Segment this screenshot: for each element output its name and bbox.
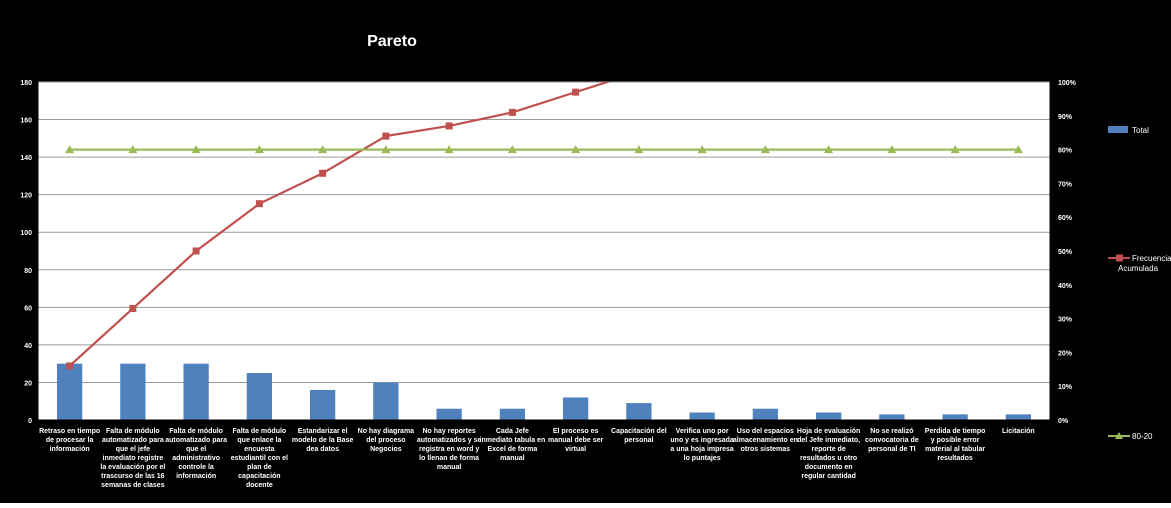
bar bbox=[499, 408, 526, 420]
line-point bbox=[65, 145, 75, 154]
x-tick-label: El proceso es manual debe ser virtual bbox=[548, 428, 604, 453]
x-tick-label: Hoja de evaluación del Jefe inmediato, r… bbox=[796, 428, 861, 480]
x-tick-label: Verifica uno por uno y es ingresada a un… bbox=[670, 428, 734, 462]
line-point bbox=[444, 145, 454, 154]
bar bbox=[879, 414, 905, 420]
y-left-tick-label: 100 bbox=[20, 230, 32, 237]
y-right-tick-label: 50% bbox=[1058, 249, 1073, 256]
line-point bbox=[697, 145, 707, 154]
line-point bbox=[381, 145, 391, 154]
bar bbox=[373, 382, 399, 420]
legend-marker bbox=[1115, 432, 1123, 439]
y-right-tick-label: 70% bbox=[1058, 181, 1073, 188]
y-left-tick-label: 180 bbox=[20, 80, 32, 87]
line-point bbox=[191, 145, 201, 154]
x-tick-label: No hay diagrama del proceso Negocios bbox=[357, 428, 415, 453]
x-tick-label: Perdida de tiempo y posible error materi… bbox=[924, 428, 986, 462]
legend-label-line: Frecuencia bbox=[1132, 254, 1171, 263]
y-right-tick-label: 90% bbox=[1058, 114, 1073, 121]
line-point bbox=[1013, 145, 1023, 154]
bar bbox=[120, 363, 146, 420]
line-point bbox=[824, 145, 834, 154]
line-point bbox=[192, 247, 200, 255]
y-left-tick-label: 80 bbox=[24, 268, 32, 275]
y-left-tick-label: 0 bbox=[28, 418, 32, 425]
chart-title: Pareto bbox=[367, 33, 417, 50]
legend-label: Frecuencia Acumulada bbox=[1118, 254, 1171, 273]
x-tick-label: Falta de módulo que enlace la encuesta e… bbox=[230, 428, 288, 489]
legend-marker bbox=[1116, 254, 1123, 262]
bar bbox=[1005, 414, 1032, 420]
x-tick-label: No hay reportes automatizados y se regis… bbox=[416, 428, 482, 471]
y-left-tick-label: 20 bbox=[24, 380, 32, 387]
x-tick-label: Falta de módulo automatizado para que el… bbox=[100, 428, 166, 489]
line-point bbox=[950, 145, 960, 154]
bar bbox=[689, 412, 715, 420]
y-left-tick-label: 160 bbox=[20, 118, 32, 125]
line-point bbox=[507, 145, 517, 154]
legend-label: 80-20 bbox=[1132, 432, 1153, 441]
line-point bbox=[572, 88, 580, 96]
legend-label: Total bbox=[1132, 126, 1149, 135]
x-tick-label: Falta de módulo automatizado para que el… bbox=[165, 428, 228, 480]
bar bbox=[183, 363, 209, 420]
legend-swatch bbox=[1108, 126, 1128, 133]
legend-label-line: 80-20 bbox=[1132, 432, 1153, 441]
x-tick-label: Cada Jefe inmediato tabula en Excel de f… bbox=[479, 428, 546, 462]
y-right-tick-label: 0% bbox=[1058, 418, 1069, 425]
bar bbox=[246, 373, 273, 420]
line-point bbox=[319, 169, 327, 177]
x-tick-label: No se realizó convocatoria de personal d… bbox=[865, 428, 919, 453]
y-left-tick-label: 120 bbox=[20, 193, 32, 200]
bar bbox=[56, 363, 83, 420]
bar bbox=[626, 403, 652, 420]
line-point bbox=[445, 122, 453, 130]
x-tick-label: Capacitación del personal bbox=[611, 428, 667, 444]
legend-label-line: Total bbox=[1132, 126, 1149, 135]
line-point bbox=[508, 108, 516, 116]
line-point bbox=[255, 200, 263, 208]
bar bbox=[815, 412, 842, 420]
bar bbox=[309, 389, 336, 420]
line-point bbox=[760, 145, 770, 154]
series-line bbox=[68, 82, 611, 367]
y-left-tick-label: 60 bbox=[24, 305, 32, 312]
x-tick-label: Retraso en tiempo de procesar la informa… bbox=[39, 428, 101, 453]
y-right-tick-label: 60% bbox=[1058, 215, 1073, 222]
line-point bbox=[634, 145, 644, 154]
line-point bbox=[129, 304, 137, 312]
line-point bbox=[318, 145, 328, 154]
line-point bbox=[571, 145, 581, 154]
bar bbox=[562, 397, 589, 420]
bar bbox=[942, 414, 968, 420]
y-right-tick-label: 20% bbox=[1058, 350, 1073, 357]
y-right-tick-label: 100% bbox=[1058, 80, 1077, 87]
x-tick-label: Estandarizar el modelo de la Base dea da… bbox=[291, 428, 354, 453]
line-point bbox=[66, 362, 74, 370]
line-point bbox=[382, 132, 390, 140]
line-point bbox=[254, 145, 264, 154]
legend-label-line: Acumulada bbox=[1118, 264, 1159, 273]
bar bbox=[752, 408, 779, 420]
y-left-tick-label: 140 bbox=[20, 155, 32, 162]
line-point bbox=[128, 145, 138, 154]
x-tick-label: Uso del espacios almacenamiento en otros… bbox=[732, 428, 798, 453]
y-left-tick-label: 40 bbox=[24, 343, 32, 350]
y-right-tick-label: 40% bbox=[1058, 283, 1073, 290]
bar bbox=[436, 408, 462, 420]
line-point bbox=[887, 145, 897, 154]
y-right-tick-label: 30% bbox=[1058, 317, 1073, 324]
y-right-tick-label: 80% bbox=[1058, 148, 1073, 155]
x-tick-label: Licitación bbox=[1002, 428, 1035, 435]
y-right-tick-label: 10% bbox=[1058, 384, 1073, 391]
